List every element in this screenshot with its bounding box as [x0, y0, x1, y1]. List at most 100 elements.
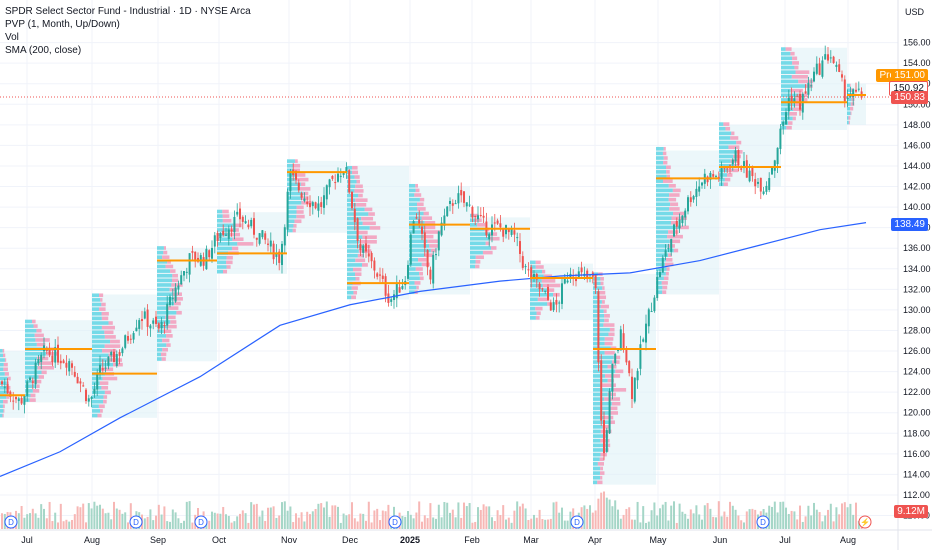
candle[interactable] [325, 184, 328, 206]
candle[interactable] [639, 335, 642, 376]
candle[interactable] [670, 238, 673, 256]
dividend-marker[interactable]: D [4, 515, 18, 529]
candle[interactable] [255, 237, 258, 247]
candle[interactable] [678, 213, 681, 233]
candle[interactable] [177, 280, 180, 295]
candle[interactable] [426, 249, 429, 276]
candle[interactable] [664, 244, 667, 260]
candle[interactable] [454, 199, 457, 205]
candle[interactable] [849, 86, 852, 98]
candle[interactable] [687, 195, 689, 215]
candle[interactable] [85, 387, 87, 404]
candle[interactable] [692, 194, 695, 203]
candle[interactable] [460, 182, 463, 203]
price-axis[interactable]: 110.00112.00114.00116.00118.00120.00122.… [903, 38, 931, 521]
candle[interactable] [743, 151, 745, 174]
candle[interactable] [17, 396, 20, 411]
candle[interactable] [297, 179, 300, 193]
candle[interactable] [706, 175, 709, 187]
candle[interactable] [93, 382, 96, 398]
candle[interactable] [356, 217, 359, 249]
dividend-marker[interactable]: D [756, 515, 770, 529]
candle[interactable] [275, 244, 278, 266]
candle[interactable] [68, 358, 71, 376]
candle[interactable] [829, 50, 832, 63]
candle[interactable] [698, 177, 701, 197]
candle[interactable] [510, 225, 513, 237]
candle[interactable] [300, 191, 303, 201]
candle[interactable] [101, 359, 104, 375]
candle[interactable] [720, 161, 723, 186]
candle[interactable] [104, 360, 107, 373]
candle[interactable] [656, 270, 659, 301]
candle[interactable] [160, 317, 163, 335]
candle[interactable] [87, 394, 90, 407]
candle[interactable] [395, 275, 398, 308]
candle[interactable] [412, 219, 415, 234]
candle[interactable] [82, 382, 85, 387]
candle[interactable] [37, 354, 40, 366]
symbol-title[interactable]: SPDR Select Sector Fund - Industrial · 1… [5, 6, 251, 17]
candle[interactable] [208, 249, 211, 261]
candle[interactable] [99, 355, 101, 380]
candle[interactable] [121, 346, 124, 357]
candle[interactable] [309, 195, 311, 217]
candle[interactable] [535, 272, 538, 288]
candle[interactable] [317, 196, 320, 218]
candle[interactable] [549, 299, 552, 311]
candle[interactable] [449, 197, 451, 212]
candle[interactable] [393, 289, 395, 309]
candle[interactable] [253, 212, 255, 239]
candle[interactable] [521, 251, 524, 271]
candle[interactable] [79, 378, 82, 393]
sma-indicator[interactable]: SMA (200, close) [5, 45, 82, 56]
candle[interactable] [365, 236, 367, 258]
candle[interactable] [605, 427, 608, 453]
candle[interactable] [712, 170, 715, 178]
candle[interactable] [15, 395, 17, 404]
candle[interactable] [3, 378, 6, 393]
candle[interactable] [283, 224, 286, 254]
candle[interactable] [446, 206, 449, 218]
candle[interactable] [59, 354, 62, 370]
candle[interactable] [233, 210, 236, 240]
candle[interactable] [768, 172, 771, 193]
candle[interactable] [496, 218, 499, 226]
candle[interactable] [530, 264, 533, 288]
candle[interactable] [303, 192, 306, 203]
candle[interactable] [415, 213, 418, 220]
candle[interactable] [6, 378, 9, 394]
candle[interactable] [653, 295, 656, 313]
candle[interactable] [801, 92, 804, 120]
candle[interactable] [146, 304, 149, 336]
candle[interactable] [597, 288, 600, 372]
candle[interactable] [628, 360, 631, 377]
candle[interactable] [138, 317, 141, 336]
candle[interactable] [216, 230, 219, 247]
candle[interactable] [289, 168, 292, 199]
dividend-marker[interactable]: D [570, 515, 584, 529]
candle[interactable] [457, 185, 460, 209]
candle[interactable] [185, 267, 188, 279]
candle[interactable] [169, 294, 171, 308]
candle[interactable] [213, 231, 216, 254]
candle[interactable] [751, 165, 754, 182]
candle[interactable] [373, 257, 376, 279]
candle[interactable] [645, 314, 647, 351]
candle[interactable] [782, 120, 785, 135]
candle[interactable] [381, 268, 384, 283]
candle[interactable] [734, 146, 737, 167]
candle[interactable] [1, 380, 3, 387]
dividend-marker[interactable]: D [194, 515, 208, 529]
candle[interactable] [353, 202, 356, 231]
candle[interactable] [813, 67, 815, 83]
candle[interactable] [538, 281, 541, 297]
candle[interactable] [320, 196, 323, 214]
candle[interactable] [787, 89, 790, 120]
candle[interactable] [815, 56, 818, 76]
candle[interactable] [841, 70, 843, 82]
candle[interactable] [370, 251, 373, 269]
candle[interactable] [650, 302, 653, 313]
candle[interactable] [695, 181, 698, 207]
candle[interactable] [807, 76, 810, 99]
